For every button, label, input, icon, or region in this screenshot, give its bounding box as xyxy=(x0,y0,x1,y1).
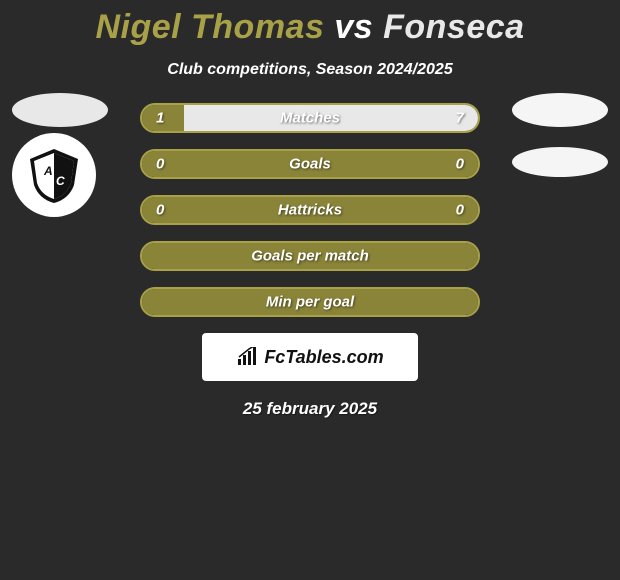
stat-bar: 0 0 Hattricks xyxy=(140,195,480,225)
player2-name: Fonseca xyxy=(383,8,524,46)
chart-icon xyxy=(236,347,260,367)
player1-name: Nigel Thomas xyxy=(95,8,324,46)
stat-label: Matches xyxy=(280,110,340,127)
player1-club-badge: A C xyxy=(12,133,96,217)
stat-left-value: 1 xyxy=(156,110,164,127)
player1-avatar-placeholder xyxy=(12,93,108,127)
stat-bars-container: 1 7 Matches 0 0 Goals 0 0 Hattricks Goals per mat… xyxy=(140,103,480,317)
player2-avatar-placeholder xyxy=(512,93,608,127)
stat-bar: 1 7 Matches xyxy=(140,103,480,133)
stat-right-value: 7 xyxy=(456,110,464,127)
stat-bar: Goals per match xyxy=(140,241,480,271)
logo-text: FcTables.com xyxy=(264,347,383,368)
stat-label: Goals per match xyxy=(251,248,369,265)
stat-left-value: 0 xyxy=(156,156,164,173)
right-badges xyxy=(512,93,608,177)
stat-label: Min per goal xyxy=(266,294,354,311)
content-area: A C 1 7 Matches 0 0 Goals 0 0 Hattricks Goals per… xyxy=(0,103,620,419)
versus-text: vs xyxy=(334,8,373,46)
stat-bar: Min per goal xyxy=(140,287,480,317)
player2-club-placeholder xyxy=(512,147,608,177)
subtitle: Club competitions, Season 2024/2025 xyxy=(0,61,620,79)
svg-text:A: A xyxy=(43,164,53,178)
svg-text:C: C xyxy=(56,174,65,188)
left-badges: A C xyxy=(12,93,108,217)
stat-bar: 0 0 Goals xyxy=(140,149,480,179)
stat-right-value: 0 xyxy=(456,202,464,219)
stat-right-value: 0 xyxy=(456,156,464,173)
comparison-title: Nigel Thomas vs Fonseca xyxy=(0,0,620,47)
stat-label: Hattricks xyxy=(278,202,342,219)
stat-label: Goals xyxy=(289,156,331,173)
snapshot-date: 25 february 2025 xyxy=(0,399,620,419)
stat-left-value: 0 xyxy=(156,202,164,219)
fctables-logo: FcTables.com xyxy=(202,333,418,381)
